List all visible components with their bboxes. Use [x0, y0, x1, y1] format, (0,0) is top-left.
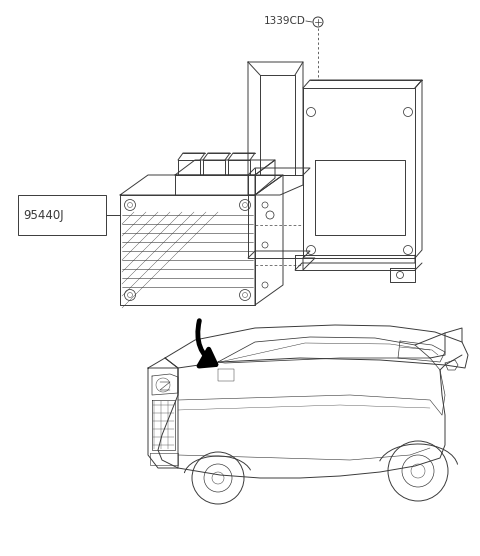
Text: 95440J: 95440J: [23, 208, 64, 221]
Bar: [18, 195, 106, 235]
FancyArrowPatch shape: [198, 321, 216, 366]
Text: 1339CD: 1339CD: [264, 16, 306, 26]
